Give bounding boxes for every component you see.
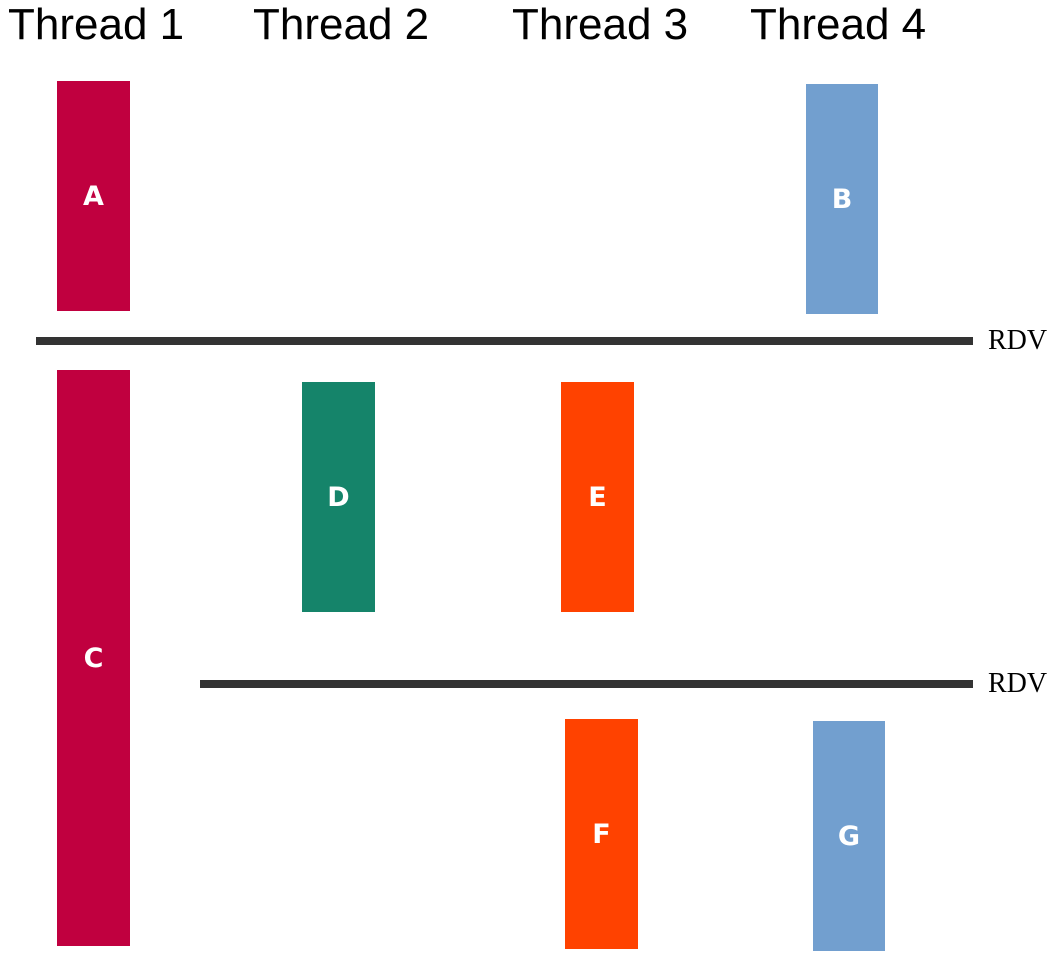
rdv-barrier-label-2: RDV bbox=[988, 668, 1048, 699]
thread-4-title: Thread 4 bbox=[750, 0, 927, 49]
task-d-label: D bbox=[327, 481, 350, 513]
rdv-barrier-line-1 bbox=[36, 337, 973, 345]
task-d: D bbox=[302, 382, 375, 612]
task-b-label: B bbox=[831, 183, 853, 215]
task-c-label: C bbox=[83, 642, 104, 674]
task-c: C bbox=[57, 370, 130, 946]
thread-1-title: Thread 1 bbox=[8, 0, 185, 49]
task-a-label: A bbox=[83, 180, 104, 212]
task-g: G bbox=[813, 721, 885, 951]
task-f: F bbox=[565, 719, 638, 949]
rdv-barrier-line-2 bbox=[200, 680, 973, 688]
task-g-label: G bbox=[837, 820, 861, 852]
rdv-barrier-label-1: RDV bbox=[988, 325, 1048, 356]
task-a: A bbox=[57, 81, 130, 311]
task-f-label: F bbox=[592, 818, 611, 850]
task-b: B bbox=[806, 84, 878, 314]
thread-3-title: Thread 3 bbox=[512, 0, 689, 49]
task-e-label: E bbox=[588, 481, 607, 513]
task-e: E bbox=[561, 382, 634, 612]
thread-2-title: Thread 2 bbox=[253, 0, 430, 49]
